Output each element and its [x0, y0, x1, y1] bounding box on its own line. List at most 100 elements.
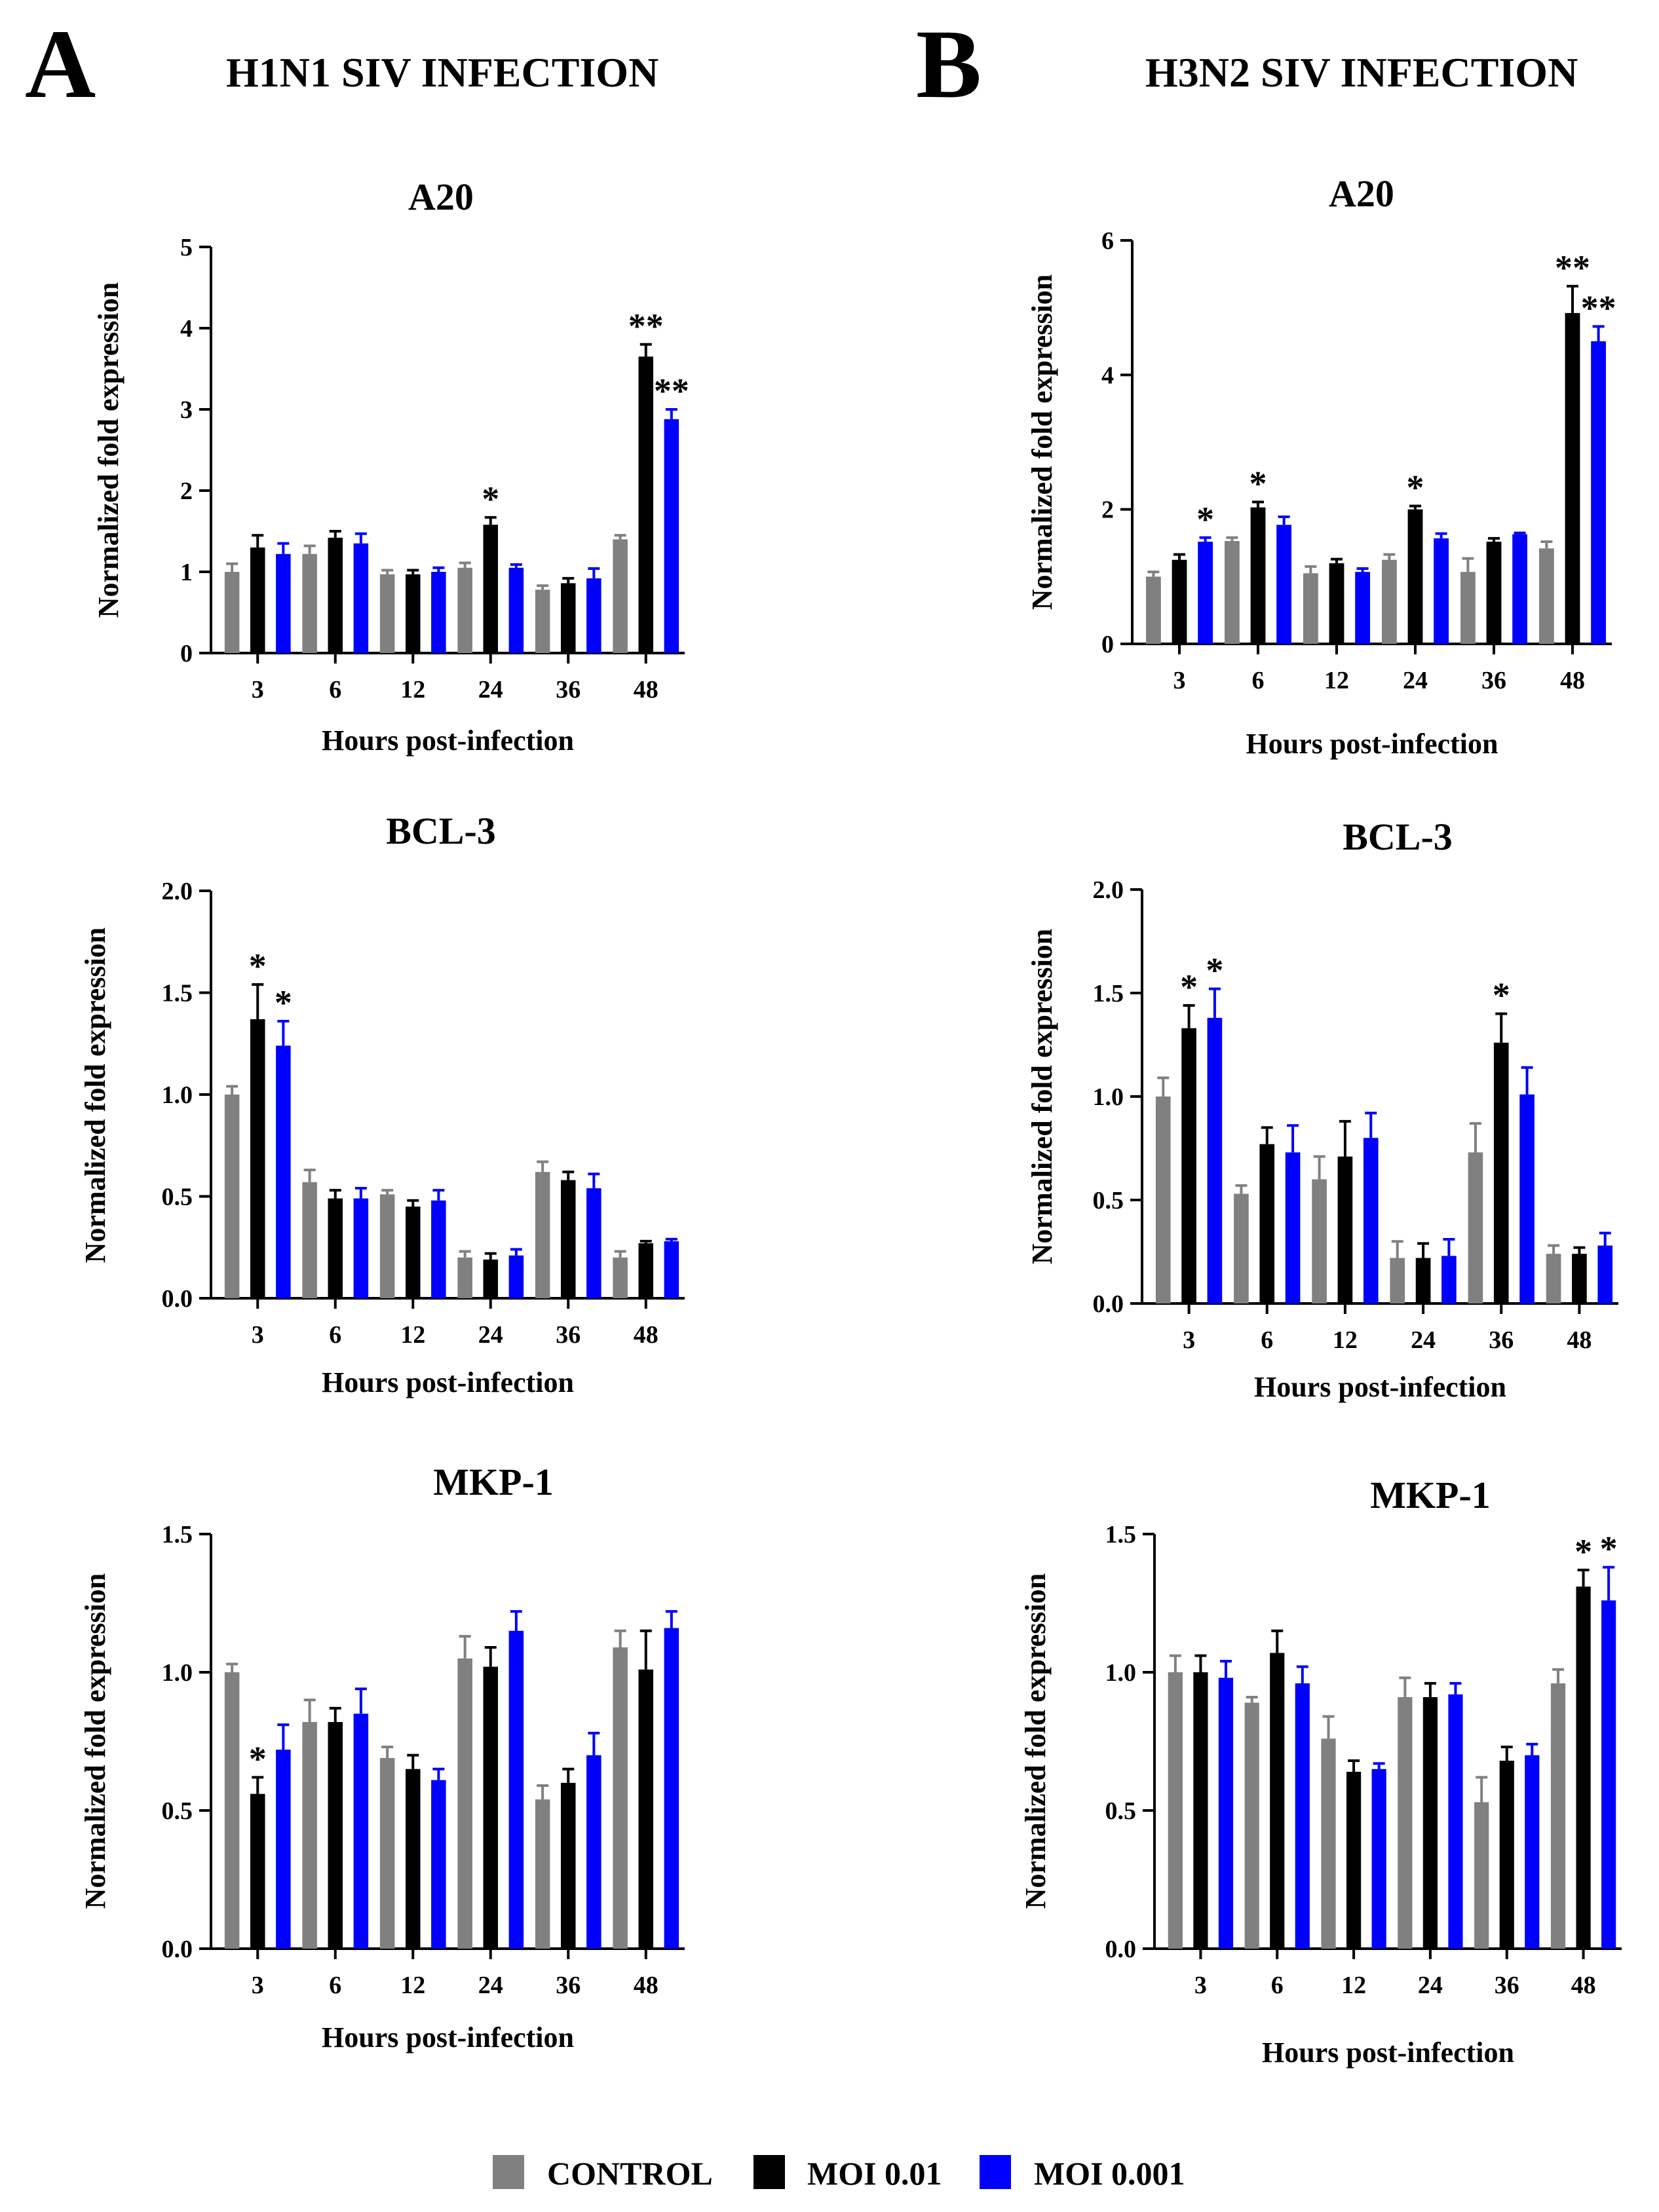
- chart-a-bcl3-bar-control-36h: [535, 1172, 550, 1298]
- chart-a-a20-ylabel: Normalized fold expression: [92, 282, 124, 618]
- chart-b-mkp1-x-tick-label: 6: [1271, 1972, 1284, 1999]
- chart-b-mkp1-bar-moi-0-001-6h: [1295, 1683, 1310, 1949]
- chart-a-bcl3-bar-moi-0-01-48h: [638, 1243, 654, 1298]
- chart-b-bcl3-ylabel: Normalized fold expression: [1026, 929, 1058, 1265]
- chart-a-bcl3-bar-moi-0-01-36h: [560, 1180, 576, 1298]
- chart-a-bcl3-significance-mark: *: [249, 947, 267, 986]
- chart-a-a20-x-tick-label: 3: [252, 676, 264, 703]
- chart-b-a20-y-tick-label: 0: [1101, 631, 1114, 658]
- chart-b-a20-xlabel: Hours post-infection: [1246, 728, 1498, 760]
- chart-a-a20-x-tick-label: 48: [634, 676, 658, 703]
- chart-a-mkp1-x-tick-label: 12: [400, 1972, 425, 1999]
- chart-a-a20-bar-control-12h: [379, 574, 395, 653]
- chart-b-a20-bar-moi-0-001-6h: [1276, 525, 1291, 644]
- chart-b-bcl3-bar-moi-0-01-48h: [1572, 1254, 1587, 1303]
- chart-a-mkp1-bar-control-36h: [535, 1799, 550, 1949]
- chart-a-a20-x-tick-label: 12: [400, 676, 425, 703]
- chart-b-bcl3-bar-control-6h: [1234, 1193, 1249, 1303]
- chart-b-bcl3-significance-mark: *: [1180, 967, 1198, 1007]
- panel-b-letter: B: [916, 10, 982, 119]
- chart-b-mkp1-title: MKP-1: [1370, 1474, 1491, 1516]
- chart-a-bcl3-x-tick-label: 36: [556, 1321, 581, 1349]
- chart-a-a20-bar-moi-0-01-36h: [560, 583, 576, 653]
- chart-a-mkp1-bar-moi-0-01-6h: [328, 1721, 343, 1949]
- chart-a-a20-bar-control-3h: [224, 572, 240, 653]
- chart-a-mkp1-y-tick-label: 0.0: [162, 1936, 193, 1963]
- chart-a-bcl3-bar-moi-0-001-3h: [276, 1045, 291, 1298]
- chart-a-a20-bar-moi-0-01-12h: [405, 574, 421, 653]
- chart-a-bcl3-bar-moi-0-001-48h: [664, 1241, 679, 1298]
- chart-b-a20-bar-moi-0-01-3h: [1172, 559, 1187, 644]
- chart-b-mkp1-ylabel: Normalized fold expression: [1020, 1573, 1052, 1909]
- chart-b-bcl3-bar-moi-0-001-12h: [1363, 1138, 1379, 1303]
- chart-b-bcl3-y-tick-label: 0.5: [1093, 1187, 1124, 1214]
- chart-a-bcl3-x-tick-label: 3: [252, 1321, 264, 1349]
- chart-a-bcl3-y-tick-label: 0.0: [162, 1285, 193, 1313]
- chart-b-a20-significance-mark: **: [1555, 248, 1590, 288]
- chart-a-bcl3-bar-moi-0-001-12h: [431, 1200, 446, 1298]
- chart-a-mkp1-bar-moi-0-001-48h: [664, 1628, 679, 1949]
- chart-a-a20-bar-moi-0-001-3h: [276, 553, 291, 653]
- chart-b-mkp1-bar-moi-0-001-12h: [1371, 1769, 1386, 1949]
- chart-b-mkp1-x-tick-label: 48: [1571, 1972, 1596, 1999]
- chart-b-bcl3-bar-control-24h: [1390, 1258, 1405, 1303]
- chart-b-mkp1-bar-moi-0-001-24h: [1448, 1694, 1463, 1949]
- chart-b-a20-significance-mark: *: [1407, 468, 1424, 508]
- chart-b-bcl3-x-tick-label: 48: [1567, 1326, 1592, 1354]
- chart-a-bcl3-bar-control-3h: [224, 1095, 240, 1298]
- legend: CONTROL MOI 0.01 MOI 0.001: [493, 2155, 1185, 2192]
- chart-b-mkp1-significance-mark: *: [1600, 1529, 1618, 1569]
- chart-a-a20-bar-moi-0-01-6h: [328, 537, 343, 653]
- chart-a-bcl3-x-tick-label: 24: [478, 1321, 503, 1349]
- chart-b-mkp1-bar-moi-0-01-36h: [1499, 1761, 1514, 1949]
- chart-a-mkp1-title: MKP-1: [433, 1461, 554, 1503]
- chart-a-bcl3-xlabel: Hours post-infection: [322, 1366, 574, 1398]
- chart-b-mkp1-bar-control-12h: [1321, 1738, 1336, 1949]
- chart-b-a20-bar-moi-0-01-48h: [1565, 312, 1580, 644]
- chart-a-bcl3-ylabel: Normalized fold expression: [79, 928, 111, 1264]
- chart-a-bcl3-bar-moi-0-01-12h: [405, 1207, 421, 1298]
- chart-a-mkp1-bar-control-3h: [224, 1672, 240, 1949]
- chart-b-bcl3-x-tick-label: 36: [1489, 1326, 1514, 1354]
- chart-a-bcl3-bar-moi-0-01-3h: [250, 1019, 265, 1298]
- chart-b-mkp1-bar-moi-0-01-6h: [1270, 1653, 1285, 1949]
- chart-b-mkp1-x-tick-label: 12: [1341, 1972, 1366, 1999]
- chart-b-mkp1-x-tick-label: 36: [1495, 1972, 1519, 1999]
- legend-label-moi-001: MOI 0.01: [807, 2155, 942, 2192]
- chart-b-mkp1-x-tick-label: 3: [1194, 1972, 1207, 1999]
- chart-b-bcl3-bar-moi-0-001-6h: [1285, 1152, 1301, 1303]
- chart-a-bcl3-y-tick-label: 1.5: [162, 980, 193, 1007]
- chart-b-mkp1-significance-mark: *: [1574, 1532, 1592, 1571]
- chart-a-bcl3-y-tick-label: 0.5: [162, 1184, 193, 1211]
- chart-a-a20-bar-moi-0-001-24h: [508, 567, 524, 653]
- chart-a-a20-x-tick-label: 6: [329, 676, 341, 703]
- chart-b-mkp1-bar-moi-0-01-12h: [1346, 1771, 1362, 1949]
- chart-a-a20-y-tick-label: 3: [180, 396, 193, 424]
- chart-a-mkp1-bar-moi-0-01-12h: [405, 1769, 421, 1949]
- chart-a-a20-bar-moi-0-01-3h: [250, 547, 265, 653]
- chart-a-bcl3-bar-moi-0-01-24h: [483, 1259, 499, 1298]
- chart-b-a20-x-tick-label: 48: [1560, 667, 1585, 694]
- panel-a-title: H1N1 SIV INFECTION: [226, 49, 658, 96]
- chart-a-a20-y-tick-label: 4: [180, 315, 193, 343]
- chart-b-bcl3-bar-moi-0-01-12h: [1337, 1156, 1353, 1303]
- chart-b-bcl3-bar-moi-0-001-36h: [1519, 1094, 1535, 1303]
- chart-b-bcl3-bar-moi-0-01-3h: [1181, 1028, 1196, 1303]
- chart-b-mkp1-bar-moi-0-01-24h: [1422, 1696, 1438, 1949]
- chart-a-a20-xlabel: Hours post-infection: [322, 724, 574, 757]
- chart-a-a20-x-tick-label: 24: [478, 676, 503, 703]
- chart-b-a20-bar-moi-0-001-12h: [1355, 572, 1370, 644]
- chart-a-mkp1-x-tick-label: 48: [634, 1972, 658, 1999]
- chart-b-bcl3-bar-moi-0-01-36h: [1493, 1042, 1509, 1303]
- chart-a-mkp1-bar-moi-0-01-24h: [483, 1666, 499, 1949]
- chart-b-bcl3-bar-moi-0-01-6h: [1259, 1144, 1275, 1303]
- panel-b-title: H3N2 SIV INFECTION: [1145, 49, 1578, 96]
- chart-a-a20-significance-mark: **: [654, 371, 689, 411]
- chart-a-a20-bar-moi-0-001-6h: [353, 543, 369, 653]
- chart-a-a20-bar-moi-0-001-36h: [586, 578, 601, 653]
- chart-b-a20-bar-control-3h: [1146, 576, 1161, 644]
- chart-a-a20-bar-control-6h: [302, 553, 317, 653]
- chart-b-a20-bar-moi-0-001-36h: [1512, 534, 1527, 644]
- legend-label-moi-0001: MOI 0.001: [1034, 2155, 1185, 2192]
